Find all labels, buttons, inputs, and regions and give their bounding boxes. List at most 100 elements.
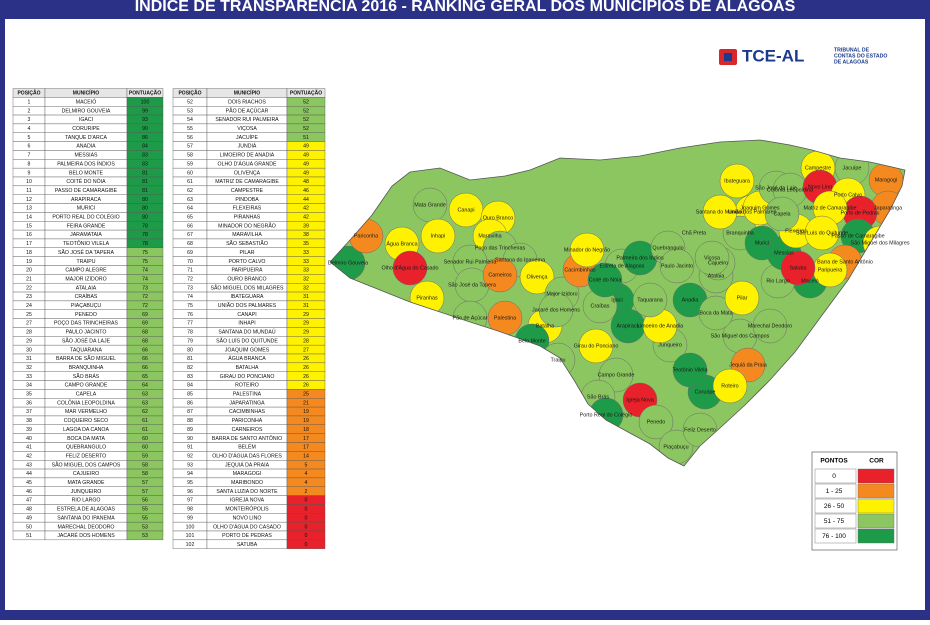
column-header: POSIÇÃO (178, 89, 201, 96)
position: 43 (26, 462, 32, 468)
municipality: NOVO LINO (233, 515, 262, 521)
position: 45 (26, 480, 32, 486)
position: 27 (26, 321, 32, 327)
score: 73 (142, 285, 148, 291)
map-outline (329, 139, 906, 467)
position: 54 (187, 117, 193, 123)
position: 81 (187, 356, 193, 362)
legend-cell (814, 498, 857, 514)
municipality: SÃO BRÁS (73, 373, 100, 380)
municipality-area (804, 215, 840, 251)
position: 87 (187, 409, 193, 415)
position: 58 (187, 153, 193, 159)
position: 22 (26, 285, 32, 291)
municipality: SENADOR RUI PALMEIRA (215, 117, 279, 123)
position: 4 (28, 126, 31, 132)
score: 29 (303, 312, 309, 318)
municipality: COITÉ DO NÓIA (66, 178, 106, 185)
municipality: TAQUARANA (70, 347, 102, 353)
legend-label: 1 - 25 (826, 488, 843, 495)
municipality: CORURIPE (72, 126, 100, 132)
score: 48 (303, 179, 309, 185)
municipality: CAPELA (76, 392, 97, 398)
municipality: OLIVENÇA (234, 170, 261, 176)
position: 13 (26, 206, 32, 212)
municipality: RIO LARGO (72, 498, 101, 504)
municipality: MINADOR DO NEGRÃO (218, 222, 276, 229)
municipality-label: Pariconha (354, 233, 378, 239)
position: 15 (26, 223, 32, 229)
municipality-label: Girau do Ponciano (574, 343, 619, 349)
column-header: PONTUAÇÃO (290, 89, 322, 96)
score: 32 (303, 285, 309, 291)
municipality-label: Branquinha (726, 230, 754, 236)
position: 71 (187, 268, 193, 274)
municipality-label: Feliz Deserto (684, 427, 716, 433)
municipality-label: Campestre (805, 165, 831, 171)
municipality-label: Senador Rui Palmeira (444, 259, 497, 265)
municipality-label: Palmeira dos Índios (616, 254, 664, 261)
municipality: SÃO MIGUEL DOS MILAGRES (210, 284, 284, 291)
score: 46 (303, 188, 309, 194)
municipality-label: São Miguel dos Campos (711, 333, 770, 339)
municipality-label: Atalaia (708, 273, 724, 279)
position: 102 (186, 542, 195, 548)
municipality-label: Carneiros (488, 272, 512, 278)
score: 57 (142, 480, 148, 486)
municipality: PINDOBA (235, 197, 259, 203)
municipality: OLHO D'ÁGUA DAS FLORES (212, 452, 282, 459)
score: 58 (142, 471, 148, 477)
municipality-label: Murici (755, 240, 769, 246)
position: 29 (26, 338, 32, 344)
score: 0 (305, 524, 308, 530)
score: 60 (142, 436, 148, 442)
municipality: BATALHA (236, 365, 259, 371)
position: 8 (28, 161, 31, 167)
legend-label: 0 (832, 473, 836, 480)
logo-line: CONTAS DO ESTADO (834, 53, 887, 59)
position: 51 (26, 533, 32, 539)
municipality: PALMEIRA DOS ÍNDIOS (57, 160, 115, 167)
municipality-label: Maceió (801, 278, 818, 284)
position: 52 (187, 99, 193, 105)
position: 3 (28, 117, 31, 123)
position: 5 (28, 135, 31, 141)
score: 17 (303, 436, 309, 442)
score: 63 (142, 392, 148, 398)
municipality-label: Canapi (457, 207, 474, 213)
position: 47 (26, 498, 32, 504)
municipality-label: Viçosa (704, 255, 720, 261)
municipality: CAMPO GRANDE (65, 383, 108, 389)
municipality-label: Traipu (550, 357, 565, 363)
score: 99 (142, 108, 148, 114)
municipality: COQUEIRO SECO (64, 418, 108, 424)
score: 49 (303, 170, 309, 176)
score: 81 (142, 188, 148, 194)
score: 58 (142, 462, 148, 468)
municipality: MATA GRANDE (68, 480, 106, 486)
score: 29 (303, 330, 309, 336)
municipality: CARNEIROS (232, 427, 263, 433)
municipality: UNIÃO DOS PALMARES (218, 302, 277, 309)
municipality-area (724, 280, 760, 316)
position: 64 (187, 206, 193, 212)
municipality: PÃO DE AÇÚCAR (226, 107, 269, 114)
score: 81 (142, 170, 148, 176)
position: 90 (187, 436, 193, 442)
municipality-label: São José da Laje (755, 185, 797, 191)
municipality-label: Limoeiro de Anadia (637, 323, 683, 329)
score: 53 (142, 533, 148, 539)
column-header: MUNICÍPIO (234, 88, 261, 96)
position: 56 (187, 135, 193, 141)
score: 19 (303, 409, 309, 415)
score: 19 (303, 418, 309, 424)
municipality-area (569, 232, 605, 268)
position: 41 (26, 445, 32, 451)
municipality-label: Campo Grande (598, 372, 635, 378)
municipality-label: Major Izidoro (546, 291, 577, 297)
municipality-area (752, 308, 788, 344)
municipality: MATRIZ DE CAMARAGIBE (215, 179, 279, 185)
municipality-label: Olivença (527, 274, 548, 280)
municipality-label: Novo Lino (808, 184, 832, 190)
